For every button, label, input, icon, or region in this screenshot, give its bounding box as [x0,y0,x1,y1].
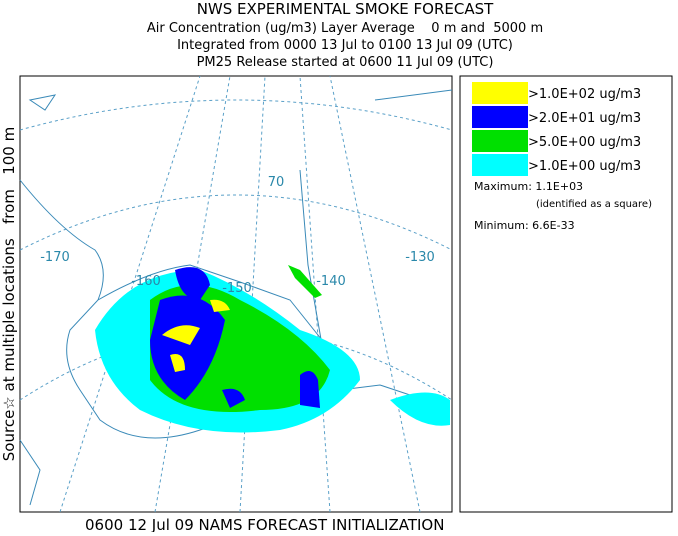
max-note: (identified as a square) [536,199,652,210]
legend-swatch [472,130,528,152]
subtitle: Integrated from 0000 13 Jul to 0100 13 J… [177,38,513,53]
border [299,169,323,346]
title: NWS EXPERIMENTAL SMOKE FORECAST [197,0,494,18]
subtitle: Air Concentration (ug/m3) Layer Average … [147,21,543,36]
map-label: -130 [405,250,435,265]
smoke [95,265,450,433]
legend-label: >1.0E+02 ug/m3 [528,87,641,102]
legend-swatch [472,154,528,176]
map-label: -160 [131,274,161,289]
footer: 0600 12 Jul 09 NAMS FORECAST INITIALIZAT… [85,516,444,532]
maximum: Maximum: 1.1E+03 [474,180,583,193]
side-label: Source☆ at multiple locations from 100 m [0,127,18,461]
coastline [19,89,453,506]
legend-label: >1.0E+00 ug/m3 [528,159,641,174]
legend: Maximum: 1.1E+03 (identified as a square… [459,75,673,513]
legend-swatch [472,106,528,128]
subtitle: PM25 Release started at 0600 11 Jul 09 (… [197,55,494,70]
minimum: Minimum: 6.6E-33 [474,219,575,232]
map-label: 70 [268,175,285,190]
legend-swatch [472,82,528,104]
map-label: -150 [222,281,252,296]
legend-label: >2.0E+01 ug/m3 [528,111,641,126]
map: -170 -160 -150 -140 -130 70 [19,75,453,513]
legend-label: >5.0E+00 ug/m3 [528,135,641,150]
map-label: -170 [40,250,70,265]
map-label: -140 [316,274,346,289]
